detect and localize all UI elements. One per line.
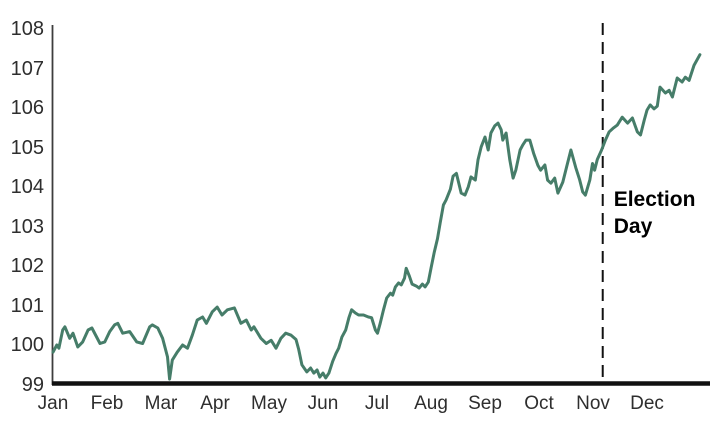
x-tick-label: Jun [307,393,339,414]
x-tick-label: Apr [200,393,230,414]
x-tick-label: Nov [576,393,610,414]
y-tick-label: 102 [10,255,44,278]
y-tick-label: 100 [10,334,44,357]
y-tick-label: 108 [10,17,44,40]
x-tick-label: Dec [630,393,664,414]
x-tick-label: Oct [524,393,554,414]
x-tick-label: Mar [144,393,178,414]
x-tick-label: Jul [364,393,390,414]
y-tick-label: 105 [10,136,44,159]
election-day-annotation: Election Day [613,188,696,238]
x-tick-label: Jan [37,393,69,414]
y-tick-label: 107 [10,57,44,80]
x-tick-label: Sep [468,393,502,414]
y-tick-label: 103 [10,215,44,238]
x-tick-label: Aug [414,393,448,414]
data-line [51,53,702,381]
x-tick-label: Feb [90,393,124,414]
y-tick-label: 99 [21,374,44,396]
y-tick-label: 101 [10,294,44,317]
x-tick-label: May [251,393,287,414]
y-tick-label: 106 [10,97,44,120]
y-tick-label: 104 [10,176,44,199]
